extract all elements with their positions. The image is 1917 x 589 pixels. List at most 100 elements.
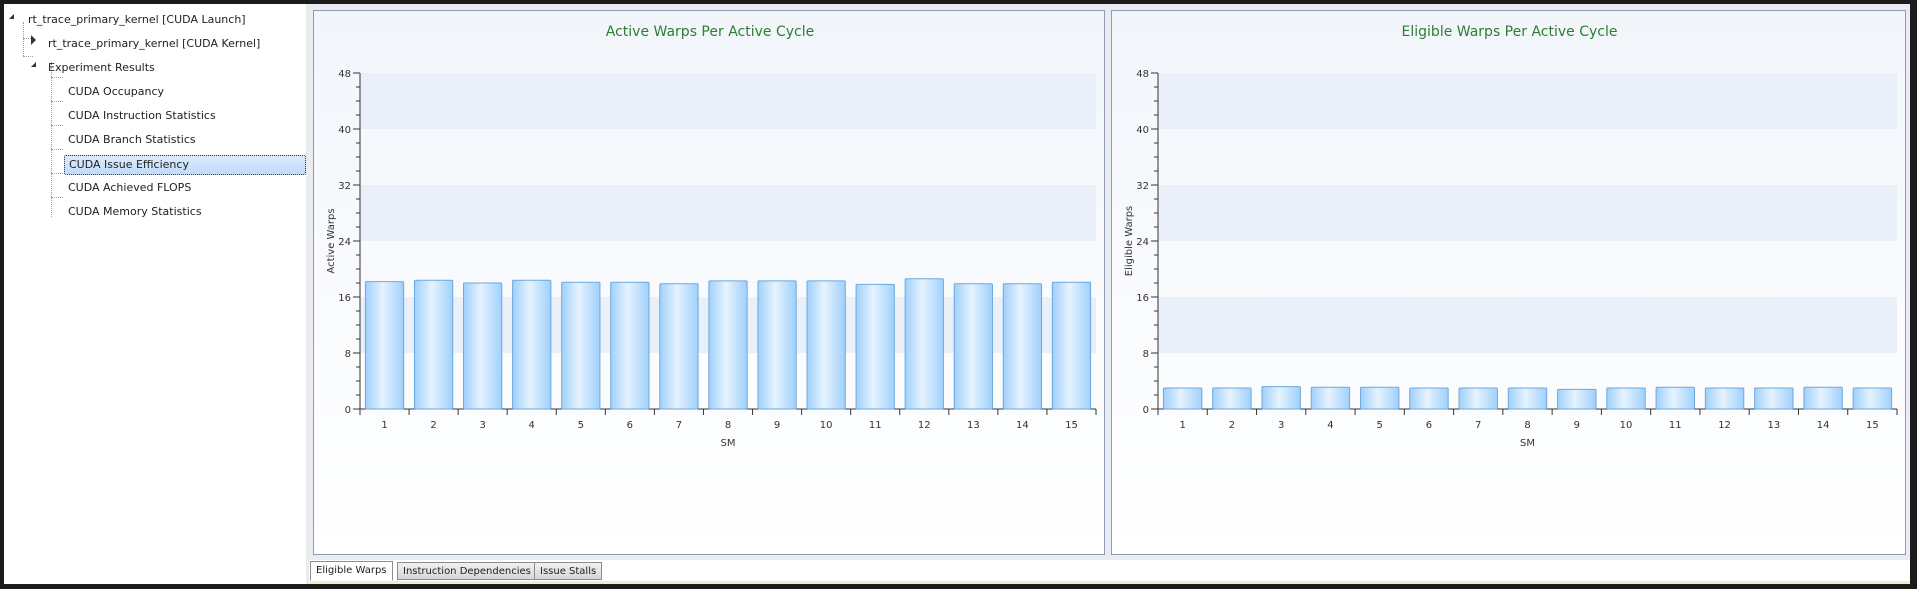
bar (561, 281, 601, 410)
status-strip (309, 581, 1910, 584)
tree-item-label: CUDA Memory Statistics (68, 205, 202, 218)
active-warps-chart-svg: Active Warps Per Active Cycle 0 8 16 24 32 40 4… (326, 24, 1097, 449)
y-tick-label: 32 (338, 181, 351, 192)
y-tick-label: 8 (345, 349, 351, 360)
x-tick-label: 3 (1278, 420, 1284, 431)
tree-connector (51, 101, 63, 102)
bar (1458, 387, 1498, 410)
y-tick-label: 40 (338, 125, 351, 136)
x-tick-label: 3 (479, 420, 485, 431)
bar (1557, 388, 1597, 410)
plot-band (1158, 297, 1897, 353)
experiment-tree[interactable]: rt_trace_primary_kernel [CUDA Launch] rt… (4, 4, 307, 584)
bottom-tab-strip: Eligible Warps Instruction Dependencies … (309, 560, 1910, 584)
bar (1606, 387, 1646, 410)
x-tick-label: 5 (1377, 420, 1383, 431)
bar (1051, 281, 1092, 410)
chart-title: Active Warps Per Active Cycle (606, 24, 814, 40)
eligible-warps-chart-svg: Eligible Warps Per Active Cycle081624324… (1124, 24, 1898, 449)
x-tick-label: 11 (1669, 420, 1682, 431)
bar (1310, 386, 1351, 410)
y-tick-label: 48 (1136, 69, 1149, 80)
expand-arrow-icon[interactable] (31, 35, 36, 45)
bar (855, 283, 895, 410)
app-window: rt_trace_primary_kernel [CUDA Launch] rt… (4, 4, 1910, 584)
x-tick-label: 10 (1620, 420, 1633, 431)
tree-item-label: CUDA Achieved FLOPS (68, 181, 192, 194)
tree-item-label: CUDA Instruction Statistics (68, 109, 216, 122)
tree-connector (23, 56, 33, 57)
x-tick-label: 4 (529, 420, 535, 431)
bar (364, 281, 405, 410)
x-tick-label: 2 (1229, 420, 1235, 431)
x-tick-label: 8 (725, 420, 731, 431)
panel-splitter[interactable] (306, 4, 309, 584)
bar (463, 282, 503, 410)
bar (1852, 387, 1893, 410)
x-tick-label: 9 (774, 420, 780, 431)
bar (1704, 387, 1745, 410)
tree-node-label: rt_trace_primary_kernel [CUDA Launch] (28, 13, 246, 26)
tree-connector (23, 38, 33, 39)
x-axis-label: SM (721, 438, 736, 449)
tree-connector (51, 149, 63, 150)
x-tick-label: 7 (676, 420, 682, 431)
y-tick-label: 0 (1143, 405, 1149, 416)
x-tick-label: 6 (627, 420, 633, 431)
x-tick-label: 12 (918, 420, 931, 431)
bar (953, 283, 993, 410)
tree-item-cuda-issue-efficiency[interactable]: CUDA Issue Efficiency (64, 154, 306, 175)
tab-eligible-warps[interactable]: Eligible Warps (310, 561, 393, 581)
tree-node-label: Experiment Results (48, 61, 155, 74)
y-tick-label: 40 (1136, 125, 1149, 136)
bar (1803, 386, 1843, 410)
bar (1655, 386, 1696, 410)
x-tick-label: 4 (1327, 420, 1333, 431)
x-tick-label: 6 (1426, 420, 1432, 431)
collapse-arrow-icon[interactable] (31, 62, 36, 67)
x-tick-label: 13 (1767, 420, 1780, 431)
x-tick-label: 12 (1718, 420, 1731, 431)
x-tick-label: 7 (1475, 420, 1481, 431)
eligible-warps-chart: Eligible Warps Per Active Cycle 0 8 16 24 32 4… (1111, 10, 1906, 555)
y-tick-label: 24 (338, 237, 351, 248)
tab-issue-stalls[interactable]: Issue Stalls (534, 562, 603, 580)
y-tick-label: 24 (1136, 237, 1149, 248)
tab-instruction-dependencies[interactable]: Instruction Dependencies (397, 562, 537, 580)
bar (1409, 387, 1449, 410)
x-tick-label: 15 (1065, 420, 1078, 431)
tree-node-label: rt_trace_primary_kernel [CUDA Kernel] (48, 37, 261, 50)
plot-band (1158, 185, 1897, 241)
y-tick-label: 48 (338, 69, 351, 80)
x-tick-label: 5 (578, 420, 584, 431)
bar (1002, 283, 1043, 410)
x-tick-label: 10 (820, 420, 833, 431)
y-tick-label: 16 (338, 293, 351, 304)
x-tick-label: 15 (1866, 420, 1879, 431)
tree-item-label-selected: CUDA Issue Efficiency (64, 155, 306, 175)
x-axis-label: SM (1520, 438, 1535, 449)
bar (413, 279, 454, 410)
bar (1261, 386, 1301, 410)
bar (610, 281, 650, 410)
bar (1754, 387, 1794, 410)
y-tick-label: 16 (1136, 293, 1149, 304)
tree-connector (51, 62, 52, 217)
tree-connector (51, 197, 63, 198)
y-tick-label: 32 (1136, 181, 1149, 192)
bar (904, 278, 944, 410)
tree-connector (51, 125, 63, 126)
y-tick-label: 0 (345, 405, 351, 416)
active-warps-chart: Active Warps Per Active Cycle 0 8 16 24 32 40 4… (313, 10, 1105, 555)
tree-item-label: CUDA Branch Statistics (68, 133, 196, 146)
bar (1212, 387, 1252, 410)
x-tick-label: 9 (1574, 420, 1580, 431)
x-tick-label: 14 (1817, 420, 1830, 431)
x-tick-label: 1 (1179, 420, 1185, 431)
x-tick-label: 8 (1524, 420, 1530, 431)
tree-connector (51, 77, 63, 78)
collapse-arrow-icon[interactable] (9, 14, 14, 19)
plot-band (360, 73, 1096, 129)
x-tick-label: 11 (869, 420, 882, 431)
charts-area: Active Warps Per Active Cycle 0 8 16 24 32 40 4… (309, 4, 1910, 560)
